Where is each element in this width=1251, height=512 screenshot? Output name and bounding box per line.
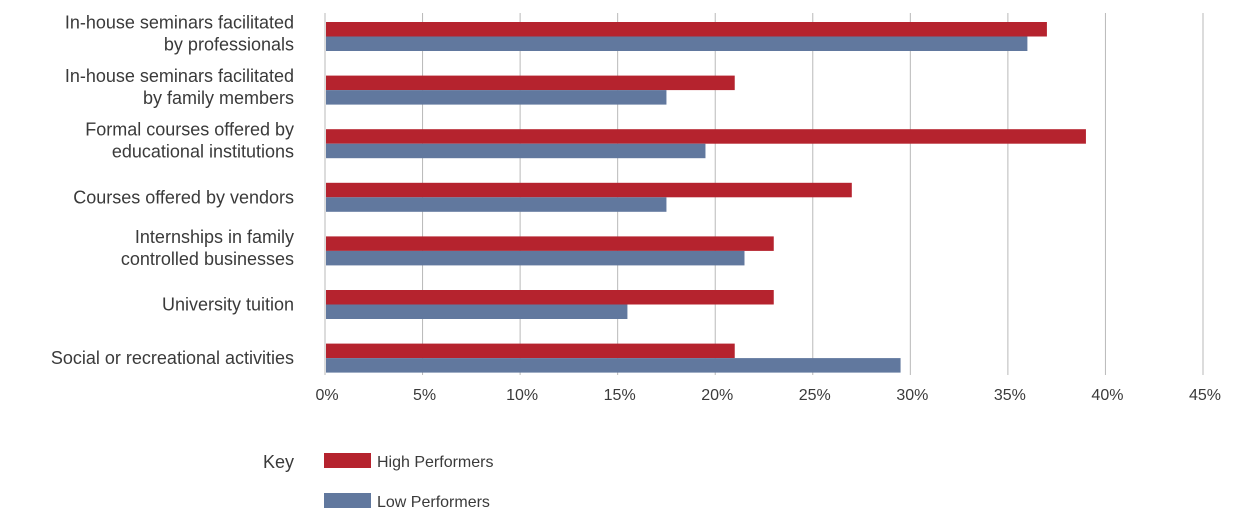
legend-swatch-low-performers <box>324 493 371 508</box>
category-label: University tuition <box>162 295 294 315</box>
bar-high-performers <box>326 22 1047 37</box>
bars <box>326 22 1086 373</box>
bar-high-performers <box>326 182 852 198</box>
bar-low-performers <box>326 197 667 212</box>
x-tick-labels: 0% 5% 10% 15% 20% 25% 30% 35% 40% 45% <box>315 387 1221 404</box>
category-label: Courses offered by vendors <box>73 187 294 207</box>
category-label: In-house seminars facilitated <box>65 66 294 86</box>
bar-high-performers <box>326 129 1086 144</box>
category-label: educational institutions <box>112 142 294 162</box>
category-label: In-house seminars facilitated <box>65 13 294 33</box>
x-tick-label: 20% <box>701 387 733 404</box>
category-label: Internships in family <box>135 227 294 247</box>
x-tick-label: 40% <box>1091 387 1123 404</box>
x-tick-label: 15% <box>604 387 636 404</box>
category-label: Social or recreational activities <box>51 348 294 368</box>
bar-high-performers <box>326 236 774 251</box>
bar-low-performers <box>326 36 1028 51</box>
x-tick-label: 30% <box>896 387 928 404</box>
x-tick-label: 35% <box>994 387 1026 404</box>
bar-high-performers <box>326 343 735 359</box>
category-label: by family members <box>143 88 294 108</box>
x-tick-label: 25% <box>799 387 831 404</box>
category-label: Formal courses offered by <box>85 120 294 140</box>
bar-low-performers <box>326 250 745 266</box>
bar-high-performers <box>326 290 774 305</box>
bar-low-performers <box>326 358 901 373</box>
bar-low-performers <box>326 90 667 105</box>
legend-title: Key <box>263 452 294 472</box>
bar-low-performers <box>326 304 628 319</box>
legend-label: High Performers <box>377 454 493 471</box>
legend-swatch-high-performers <box>324 453 371 468</box>
bar-high-performers <box>326 75 735 91</box>
category-label: controlled businesses <box>121 249 294 269</box>
x-tick-label: 5% <box>413 387 436 404</box>
x-tick-label: 0% <box>315 387 338 404</box>
bar-low-performers <box>326 143 706 159</box>
category-label: by professionals <box>164 35 294 55</box>
x-tick-label: 45% <box>1189 387 1221 404</box>
x-tick-label: 10% <box>506 387 538 404</box>
legend: Key High Performers Low Performers <box>263 452 494 511</box>
legend-label: Low Performers <box>377 494 490 511</box>
